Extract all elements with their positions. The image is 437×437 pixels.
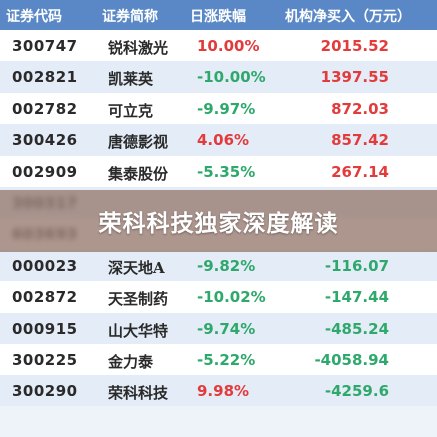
- article-title[interactable]: 荣科科技独家深度解读: [98, 211, 339, 237]
- row-net-buy: 2015.52: [320, 37, 389, 55]
- row-change: 10.00%: [197, 37, 260, 55]
- table-row[interactable]: 000023 深天地A -9.82% -116.07: [0, 249, 437, 282]
- row-change: -5.22%: [197, 351, 256, 369]
- table-header: 证券代码 证券简称 日涨跌幅 机构净买入（万元）: [0, 0, 437, 30]
- row-net-buy: -4058.94: [314, 351, 389, 369]
- row-change: 9.98%: [197, 382, 250, 401]
- table-row[interactable]: 300747 锐科激光 10.00% 2015.52: [0, 30, 437, 62]
- row-code: 300290: [12, 382, 78, 401]
- row-name: 荣科科技: [108, 384, 169, 403]
- row-net-buy: -4259.6: [324, 382, 389, 401]
- row-name: 可立克: [108, 101, 154, 120]
- row-code: 002821: [12, 68, 78, 87]
- row-change: -5.35%: [197, 162, 256, 181]
- row-code: 000023: [12, 256, 78, 275]
- table-bottom-area: [0, 406, 437, 437]
- row-net-buy: -485.24: [324, 319, 389, 338]
- table-row[interactable]: 000915 山大华特 -9.74% -485.24: [0, 312, 437, 344]
- row-code: 002872: [12, 288, 78, 307]
- row-name: 锐科激光: [108, 39, 169, 57]
- row-code: 300426: [12, 131, 78, 150]
- row-name: 深天地A: [108, 258, 165, 277]
- row-name: 凯莱英: [108, 70, 154, 89]
- row-name: 天圣制药: [108, 290, 169, 309]
- row-net-buy: 267.14: [331, 162, 389, 181]
- row-change: -9.74%: [197, 319, 256, 338]
- table-row[interactable]: 300225 金力泰 -5.22% -4058.94: [0, 344, 437, 376]
- row-code: 300225: [12, 351, 78, 369]
- header-change: 日涨跌幅: [190, 9, 246, 25]
- row-change: -9.97%: [197, 99, 256, 118]
- row-net-buy: 857.42: [331, 131, 389, 150]
- row-change: 4.06%: [197, 131, 250, 150]
- row-name: 山大华特: [108, 321, 169, 340]
- row-net-buy: -116.07: [324, 256, 389, 275]
- row-net-buy: 872.03: [331, 99, 389, 118]
- header-net-buy: 机构净买入（万元）: [285, 9, 411, 25]
- article-title-banner[interactable]: 荣科科技独家深度解读: [0, 190, 437, 252]
- row-net-buy: 1397.55: [320, 68, 389, 87]
- row-change: -10.02%: [197, 288, 266, 307]
- row-net-buy: -147.44: [324, 288, 389, 307]
- row-name: 集泰股份: [108, 164, 169, 183]
- table-row[interactable]: 002782 可立克 -9.97% 872.03: [0, 92, 437, 125]
- table-row[interactable]: 002872 天圣制药 -10.02% -147.44: [0, 281, 437, 313]
- header-name: 证券简称: [102, 9, 158, 25]
- row-code: 002909: [12, 162, 78, 181]
- header-code: 证券代码: [6, 9, 62, 25]
- row-change: -9.82%: [197, 256, 256, 275]
- table-row[interactable]: 002909 集泰股份 -5.35% 267.14: [0, 155, 437, 187]
- row-change: -10.00%: [197, 68, 266, 87]
- row-code: 000915: [12, 319, 78, 338]
- table-row[interactable]: 300290 荣科科技 9.98% -4259.6: [0, 375, 437, 407]
- table-row[interactable]: 300426 唐德影视 4.06% 857.42: [0, 124, 437, 156]
- table-row[interactable]: 002821 凯莱英 -10.00% 1397.55: [0, 61, 437, 93]
- row-name: 唐德影视: [108, 133, 169, 152]
- row-code: 002782: [12, 99, 78, 118]
- row-name: 金力泰: [108, 353, 154, 371]
- row-code: 300747: [12, 37, 78, 55]
